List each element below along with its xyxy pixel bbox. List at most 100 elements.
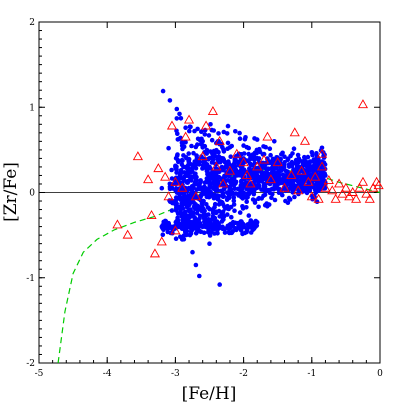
blue-data-point	[166, 146, 171, 151]
red-triangle-point	[185, 115, 194, 123]
blue-data-point	[223, 230, 228, 235]
blue-data-point	[243, 137, 248, 142]
red-triangle-point	[359, 100, 368, 108]
blue-data-point	[163, 226, 168, 231]
y-tick-label: 2	[29, 18, 35, 28]
blue-data-point	[226, 124, 231, 129]
blue-data-point	[272, 139, 277, 144]
blue-data-point	[252, 136, 257, 141]
blue-data-point	[263, 145, 268, 150]
blue-data-point	[248, 161, 253, 166]
blue-data-point	[207, 241, 212, 246]
blue-data-point	[246, 152, 251, 157]
blue-data-point	[211, 211, 216, 216]
blue-data-point	[315, 183, 320, 188]
blue-data-point	[190, 250, 195, 255]
blue-data-point	[174, 220, 179, 225]
blue-data-point	[216, 131, 221, 136]
blue-data-point	[249, 218, 254, 223]
blue-data-point	[179, 116, 184, 121]
blue-data-point	[268, 146, 273, 151]
blue-data-point	[232, 176, 237, 181]
blue-data-point	[194, 263, 199, 268]
blue-data-point	[187, 129, 192, 134]
blue-data-point	[259, 196, 264, 201]
blue-data-point	[236, 223, 241, 228]
blue-data-point	[238, 136, 243, 141]
blue-data-point	[258, 150, 263, 155]
blue-data-point	[288, 154, 293, 159]
blue-data-point	[270, 187, 275, 192]
blue-data-point	[264, 201, 269, 206]
blue-data-point	[167, 198, 172, 203]
blue-data-point	[249, 230, 254, 235]
red-triangle-point	[113, 220, 122, 228]
blue-data-point	[176, 205, 181, 210]
blue-data-point	[212, 231, 217, 236]
blue-data-point	[247, 213, 252, 218]
blue-data-point	[175, 116, 180, 121]
blue-data-point	[207, 133, 212, 138]
red-triangle-point	[338, 190, 347, 198]
blue-data-point	[222, 226, 227, 231]
blue-data-point	[275, 186, 280, 191]
blue-data-point	[249, 157, 254, 162]
blue-data-point	[195, 127, 200, 132]
ticks-group: -5 -4 -3 -2 -1 0-2-1012	[26, 18, 383, 379]
blue-data-point	[204, 167, 209, 172]
blue-data-point	[202, 230, 207, 235]
blue-data-point	[160, 186, 165, 191]
blue-data-point	[205, 176, 210, 181]
blue-data-point	[201, 199, 206, 204]
blue-data-point	[217, 226, 222, 231]
blue-data-point	[220, 219, 225, 224]
blue-data-point	[237, 131, 242, 136]
red-triangle-point	[301, 137, 310, 145]
blue-data-point	[198, 187, 203, 192]
blue-data-point	[220, 193, 225, 198]
blue-data-point	[229, 144, 234, 149]
blue-data-point	[161, 232, 166, 237]
blue-data-point	[168, 98, 173, 103]
blue-data-point	[246, 146, 251, 151]
blue-data-point	[238, 173, 243, 178]
blue-data-point	[241, 206, 246, 211]
blue-data-point	[287, 164, 292, 169]
blue-data-point	[204, 151, 209, 156]
blue-data-point	[233, 129, 238, 134]
blue-data-point	[217, 214, 222, 219]
blue-data-point	[210, 138, 215, 143]
blue-data-point	[184, 155, 189, 160]
blue-data-point	[232, 208, 237, 213]
blue-data-point	[287, 196, 292, 201]
red-triangle-point	[348, 188, 357, 196]
blue-data-point	[226, 141, 231, 146]
blue-data-point	[254, 223, 259, 228]
blue-data-point	[186, 167, 191, 172]
blue-data-point	[229, 182, 234, 187]
blue-data-point	[180, 158, 185, 163]
blue-data-point	[285, 158, 290, 163]
blue-data-point	[278, 181, 283, 186]
blue-data-point	[174, 236, 179, 241]
blue-data-point	[203, 132, 208, 137]
blue-data-point	[208, 233, 213, 238]
blue-data-point	[206, 205, 211, 210]
y-tick-label: -1	[26, 274, 35, 284]
blue-data-point	[261, 162, 266, 167]
blue-data-point	[255, 156, 260, 161]
blue-data-point	[186, 193, 191, 198]
x-tick-label: 0	[377, 369, 383, 379]
blue-data-point	[225, 131, 230, 136]
red-triangle-point	[157, 237, 166, 245]
blue-data-point	[189, 144, 194, 149]
blue-data-point	[227, 196, 232, 201]
blue-data-point	[187, 202, 192, 207]
blue-data-point	[213, 150, 218, 155]
blue-data-point	[184, 225, 189, 230]
blue-data-point	[302, 158, 307, 163]
blue-data-point	[240, 232, 245, 237]
red-triangle-point	[134, 152, 143, 160]
red-triangle-point	[168, 121, 177, 129]
blue-data-point	[255, 177, 260, 182]
